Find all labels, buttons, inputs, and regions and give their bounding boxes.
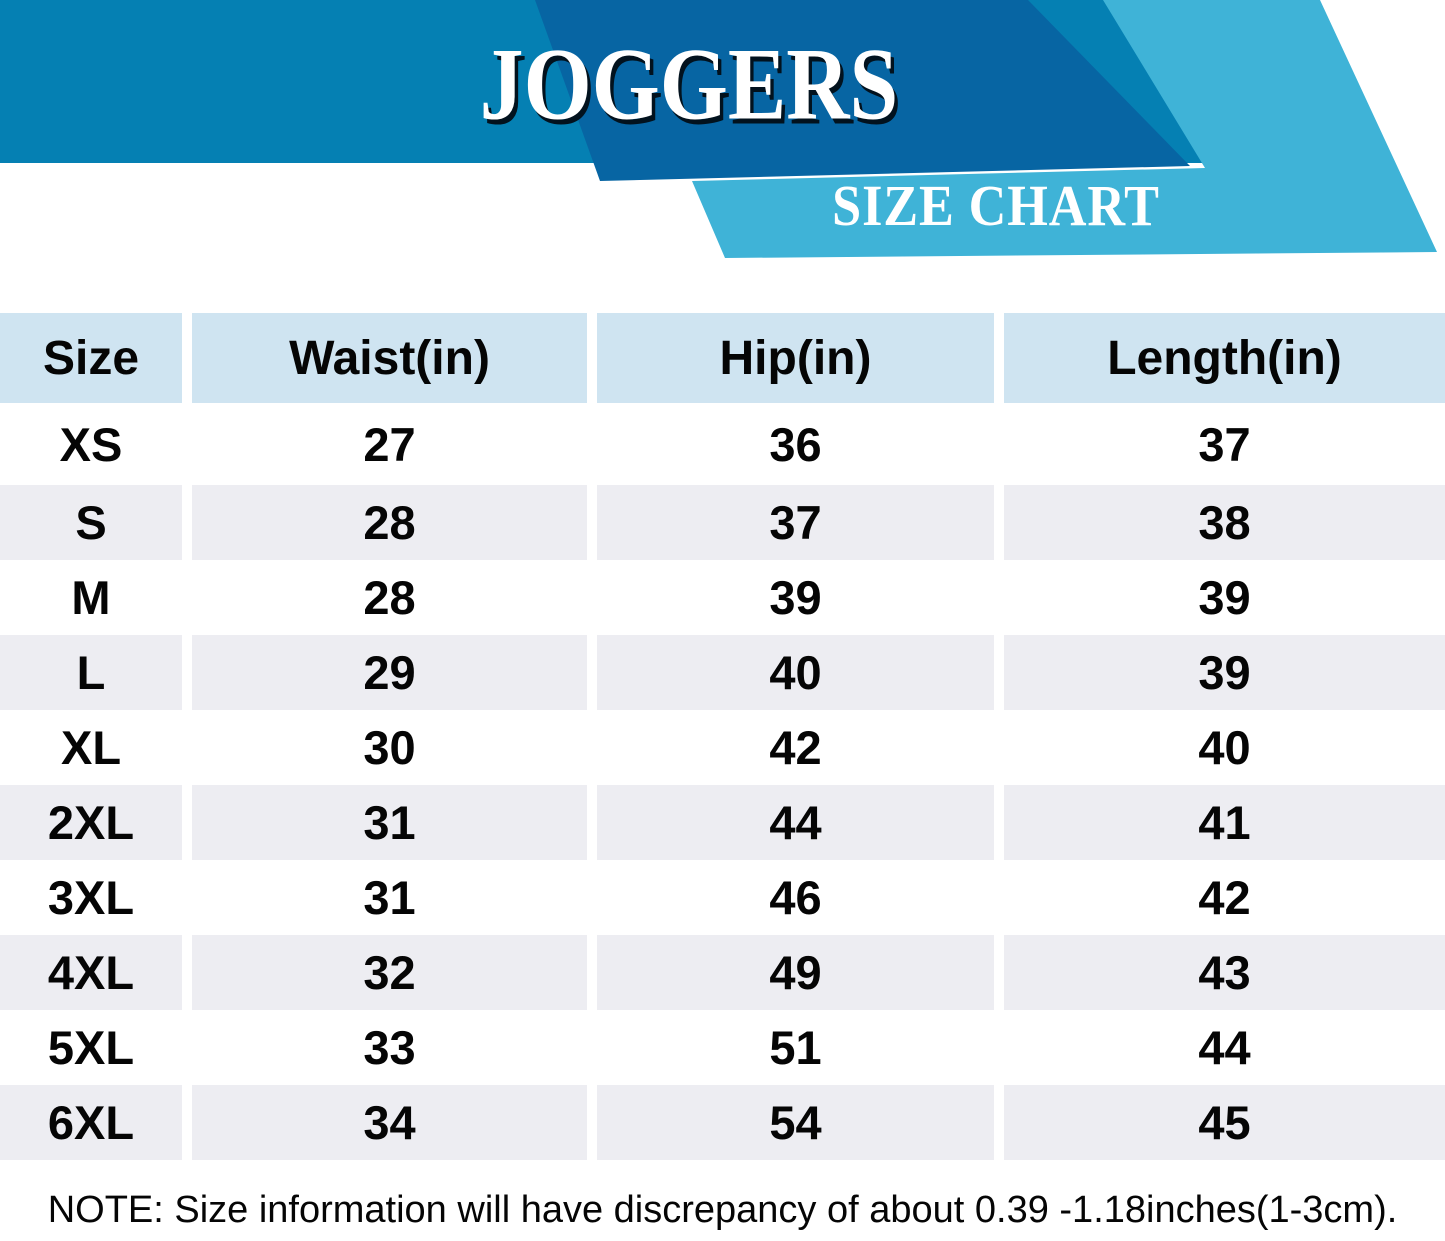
hip-cell: 40 — [597, 635, 994, 710]
table-row: M 28 39 39 — [0, 560, 1445, 635]
hip-cell: 54 — [597, 1085, 994, 1160]
waist-cell: 31 — [363, 871, 416, 924]
length-cell: 37 — [1198, 417, 1251, 471]
length-cell: 44 — [1198, 1021, 1251, 1074]
size-table: Size Waist(in) Hip(in) Length(in) XS 27 36 37 S 2… — [0, 313, 1445, 1160]
hip-cell: 39 — [769, 571, 822, 624]
hip-cell: 46 — [769, 871, 822, 924]
size-cell: 6XL — [0, 1085, 182, 1160]
waist-cell: 29 — [192, 635, 587, 710]
size-cell: L — [0, 635, 182, 710]
waist-cell: 28 — [363, 571, 416, 624]
size-cell: 2XL — [0, 785, 182, 860]
table-row: 3XL 31 46 42 — [0, 860, 1445, 935]
length-cell: 43 — [1004, 935, 1445, 1010]
waist-cell: 31 — [192, 785, 587, 860]
table-row: 5XL 33 51 44 — [0, 1010, 1445, 1085]
hip-cell: 42 — [769, 721, 822, 774]
table-row: XL 30 42 40 — [0, 710, 1445, 785]
waist-cell: 27 — [363, 417, 416, 471]
table-row: 6XL 34 54 45 — [0, 1085, 1445, 1160]
table-header-row: Size Waist(in) Hip(in) Length(in) — [0, 313, 1445, 403]
size-cell: 5XL — [47, 1021, 135, 1074]
page-title: JOGGERS — [479, 27, 899, 142]
waist-cell: 28 — [192, 485, 587, 560]
size-cell: 4XL — [0, 935, 182, 1010]
hip-cell: 51 — [769, 1021, 822, 1074]
size-cell: S — [0, 485, 182, 560]
size-cell: XS — [59, 417, 123, 471]
hip-cell: 49 — [597, 935, 994, 1010]
table-row: 4XL 32 49 43 — [0, 935, 1445, 1010]
size-cell: 3XL — [47, 871, 135, 924]
hip-cell: 36 — [769, 417, 822, 471]
col-header-waist: Waist(in) — [192, 313, 587, 403]
length-cell: 42 — [1198, 871, 1251, 924]
length-cell: 40 — [1198, 721, 1251, 774]
hip-cell: 44 — [597, 785, 994, 860]
waist-cell: 30 — [363, 721, 416, 774]
page-subtitle: SIZE CHART — [832, 173, 1160, 239]
length-cell: 39 — [1198, 571, 1251, 624]
waist-cell: 34 — [192, 1085, 587, 1160]
waist-cell: 32 — [192, 935, 587, 1010]
table-row: L 29 40 39 — [0, 635, 1445, 710]
banner: JOGGERS SIZE CHART — [0, 0, 1445, 280]
waist-cell: 33 — [363, 1021, 416, 1074]
note-text: NOTE: Size information will have discrep… — [47, 1189, 1398, 1231]
size-cell: M — [71, 571, 111, 624]
col-header-size: Size — [0, 313, 182, 403]
hip-cell: 37 — [597, 485, 994, 560]
col-header-hip: Hip(in) — [597, 313, 994, 403]
length-cell: 45 — [1004, 1085, 1445, 1160]
length-cell: 38 — [1004, 485, 1445, 560]
length-cell: 41 — [1004, 785, 1445, 860]
table-row: 2XL 31 44 41 — [0, 785, 1445, 860]
col-header-length: Length(in) — [1004, 313, 1445, 403]
length-cell: 39 — [1004, 635, 1445, 710]
table-row: XS 27 36 37 — [0, 403, 1445, 485]
size-cell: XL — [60, 721, 122, 774]
table-row: S 28 37 38 — [0, 485, 1445, 560]
